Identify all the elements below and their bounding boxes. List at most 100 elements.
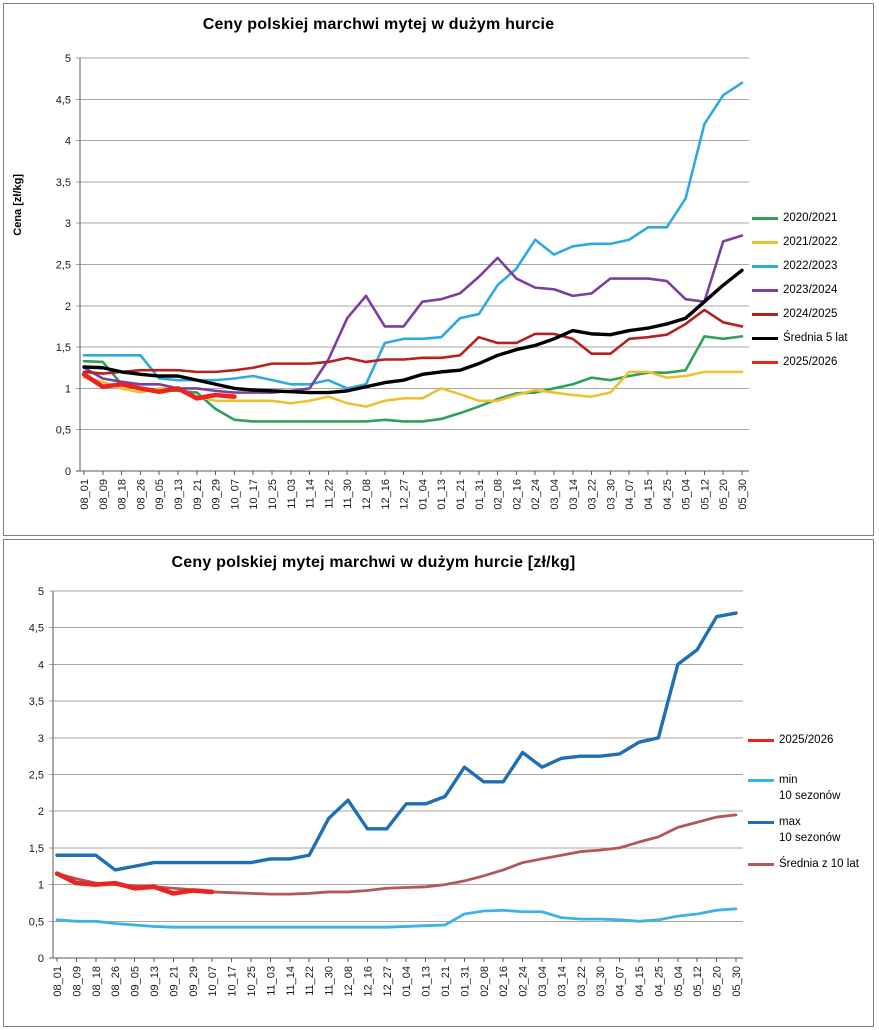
x-tick-label: 11_14: [285, 966, 297, 996]
x-tick-label: 11_03: [265, 966, 277, 996]
line-chart-bottom: 5 4,5 4 3,5 3 2,5 2 1,5 1 0,5 0 08_01 08_09 08_18 08_2…: [29, 586, 743, 997]
legend-item: max 10 sezonów: [748, 814, 859, 846]
legend-item: Średnia 5 lat: [752, 330, 848, 346]
series-line-min-10-sezonów: [55, 907, 738, 929]
series-line-2025-2026: [81, 372, 237, 401]
x-tick-label: 04_07: [624, 479, 636, 510]
legend-label: 2025/2026: [783, 356, 838, 368]
legend-swatch-icon: [752, 361, 778, 364]
legend-swatch-icon: [748, 739, 774, 742]
x-tick-label: 08_26: [135, 479, 147, 510]
y-tick-label: 1: [38, 880, 44, 892]
y-tick-label: 4,5: [29, 623, 44, 635]
x-tick-label: 05_20: [712, 966, 724, 997]
legend-swatch-icon: [748, 821, 774, 824]
x-tick-label: 12_27: [399, 479, 411, 510]
x-tick-label: 04_25: [653, 966, 665, 997]
y-tick-label: 2,5: [56, 260, 71, 272]
x-tick-label: 03_14: [568, 479, 580, 510]
x-tick-label: 08_09: [98, 479, 110, 510]
x-tick-label: 03_22: [587, 479, 599, 510]
legend-item: 2025/2026: [748, 732, 859, 748]
legend-item: 2023/2024: [752, 282, 848, 298]
legend-label: Średnia 5 lat: [783, 332, 848, 344]
y-tick-label: 2,5: [29, 770, 44, 782]
x-tick-label: 02_24: [518, 966, 530, 997]
x-tick-label: 02_16: [511, 479, 523, 510]
y-tick-label: 0: [38, 953, 44, 965]
x-tick-label: 01_31: [459, 966, 471, 997]
y-tick-label: 0,5: [29, 916, 44, 928]
x-tick-label: 01_21: [440, 966, 452, 997]
y-tick-label: 4,5: [56, 94, 71, 106]
x-tick-label: 01_13: [436, 479, 448, 510]
x-tick-label: 02_08: [493, 479, 505, 510]
series-line-średnia-z-10-lat: [55, 813, 738, 896]
y-tick-label: 3: [38, 733, 44, 745]
x-tick-label: 02_08: [479, 966, 491, 997]
legend-top: 2020/2021 2021/2022 2022/2023 2023/2024 2024…: [752, 210, 848, 378]
x-tick-label: 09_21: [168, 966, 180, 997]
x-tick-label: 01_04: [401, 966, 413, 997]
x-tick-label: 03_14: [556, 966, 568, 997]
x-tick-label: 08_01: [52, 966, 64, 997]
y-tick-label: 4: [65, 136, 71, 148]
x-tick-label: 09_13: [173, 479, 185, 510]
legend-swatch-icon: [752, 241, 778, 244]
series-line-2023-2024: [82, 234, 744, 394]
x-tick-label: 11_14: [305, 479, 317, 509]
legend-swatch-icon: [752, 313, 778, 316]
x-tick-label: 12_16: [380, 479, 392, 510]
legend-item: 2025/2026: [752, 354, 848, 370]
legend-item: Średnia z 10 lat: [748, 856, 859, 872]
legend-label: min 10 sezonów: [779, 774, 841, 802]
legend-item: min 10 sezonów: [748, 772, 859, 804]
x-tick-label: 05_12: [692, 966, 704, 997]
x-tick-label: 09_05: [154, 479, 166, 510]
legend-swatch-icon: [752, 217, 778, 220]
legend-label: max 10 sezonów: [779, 816, 841, 844]
x-tick-label: 12_16: [362, 966, 374, 997]
x-tick-label: 08_09: [71, 966, 83, 997]
x-tick-label: 05_30: [737, 479, 749, 510]
x-tick-label: 10_07: [207, 966, 219, 997]
series-line-max-10-sezonów: [55, 611, 738, 872]
x-tick-label: 11_22: [323, 479, 335, 509]
y-tick-label: 2: [38, 806, 44, 818]
x-tick-label: 05_30: [731, 966, 743, 997]
legend-label: 2025/2026: [779, 734, 834, 746]
legend-label: 2020/2021: [783, 212, 838, 224]
legend-label: Średnia z 10 lat: [779, 858, 859, 870]
x-tick-label: 10_25: [267, 479, 279, 510]
chart-title-bottom: Ceny polskiej mytej marchwi w dużym hurc…: [171, 554, 576, 571]
y-tick-label: 3: [65, 218, 71, 230]
x-tick-label: 12_08: [343, 966, 355, 997]
y-tick-label: 0: [65, 466, 71, 478]
x-tick-label: 09_05: [130, 966, 142, 997]
x-tick-label: 05_12: [699, 479, 711, 510]
y-tick-label: 2: [65, 301, 71, 313]
x-tick-label: 11_03: [286, 479, 298, 509]
y-tick-label: 1: [65, 383, 71, 395]
x-tick-label: 08_01: [79, 479, 91, 510]
x-tick-label: 10_17: [248, 479, 260, 510]
y-tick-label: 0,5: [56, 425, 71, 437]
x-tick-label: 02_24: [530, 479, 542, 510]
series-line-średnia-5-lat: [82, 268, 744, 395]
x-tick-label: 09_29: [188, 966, 200, 997]
legend-label: 2022/2023: [783, 260, 838, 272]
line-chart-top: 5 4,5 4 3,5 3 2,5 2 1,5 1 0,5 0 08_01 08_09 08_18 08_2…: [56, 53, 749, 510]
legend-item: 2021/2022: [752, 234, 848, 250]
x-tick-label: 04_15: [643, 479, 655, 510]
series-line-2025-2026: [54, 871, 215, 896]
x-tick-label: 05_04: [673, 966, 685, 997]
y-tick-label: 3,5: [29, 696, 44, 708]
x-tick-label: 09_29: [211, 479, 223, 510]
x-tick-label: 01_31: [474, 479, 486, 510]
x-tick-label: 03_30: [605, 479, 617, 510]
legend-label: 2021/2022: [783, 236, 838, 248]
x-tick-label: 10_17: [227, 966, 239, 997]
x-tick-label: 01_13: [421, 966, 433, 997]
legend-item: 2022/2023: [752, 258, 848, 274]
